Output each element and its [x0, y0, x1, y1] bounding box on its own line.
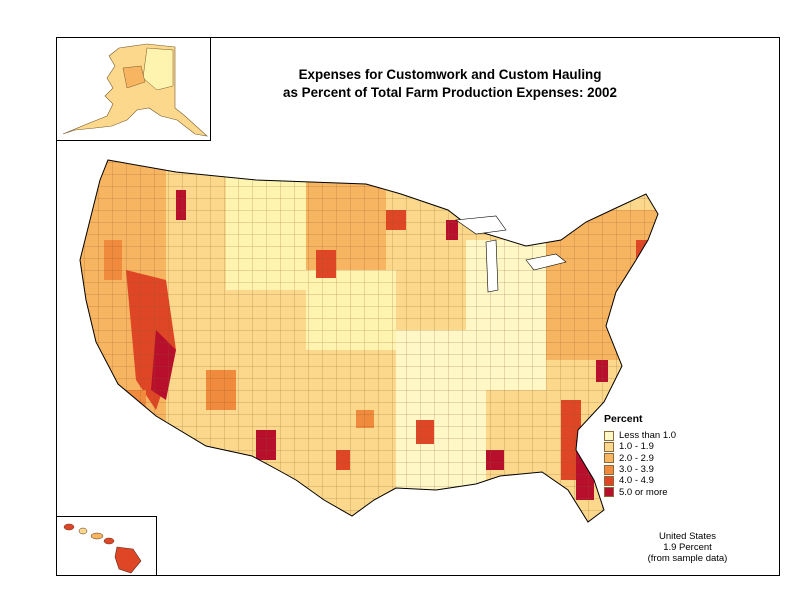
alaska-inset: [56, 37, 211, 141]
alaska-shape: [62, 43, 208, 137]
map-title: Expenses for Customwork and Custom Hauli…: [250, 66, 650, 102]
legend-swatch: [604, 464, 614, 475]
note-line-1: United States: [658, 531, 717, 542]
note-line-3: (from sample data): [647, 553, 728, 564]
legend-swatch: [604, 430, 614, 441]
legend-label: Less than 1.0: [619, 430, 677, 442]
legend-swatch: [604, 487, 614, 498]
legend-label: 4.0 - 4.9: [619, 475, 654, 487]
us-summary-note: United States 1.9 Percent (from sample d…: [625, 531, 750, 564]
legend-item: Less than 1.0: [604, 430, 676, 441]
hawaii-shape: [63, 523, 142, 574]
legend-swatch: [604, 441, 614, 452]
note-line-2: 1.9 Percent: [663, 542, 712, 553]
legend-label: 5.0 or more: [619, 486, 668, 498]
legend-rows: Less than 1.0 1.0 - 1.9 2.0 - 2.9 3.0 - 3.9…: [604, 430, 676, 498]
legend-item: 5.0 or more: [604, 486, 676, 498]
legend-item: 3.0 - 3.9: [604, 464, 676, 475]
legend-swatch: [604, 475, 614, 486]
legend-label: 2.0 - 2.9: [619, 452, 654, 464]
legend-label: 3.0 - 3.9: [619, 464, 654, 476]
legend-swatch: [604, 453, 614, 464]
legend-item: 4.0 - 4.9: [604, 475, 676, 486]
legend-item: 2.0 - 2.9: [604, 453, 676, 464]
us-county-map: [79, 159, 659, 523]
legend: Percent Less than 1.0 1.0 - 1.9 2.0 - 2.9 3…: [604, 413, 676, 498]
hawaii-inset: [56, 516, 157, 576]
legend-label: 1.0 - 1.9: [619, 441, 654, 453]
title-line-1: Expenses for Customwork and Custom Hauli…: [298, 67, 602, 82]
legend-title: Percent: [604, 413, 643, 425]
title-line-2: as Percent of Total Farm Production Expe…: [283, 85, 617, 100]
legend-item: 1.0 - 1.9: [604, 441, 676, 452]
map-frame: [56, 37, 780, 576]
